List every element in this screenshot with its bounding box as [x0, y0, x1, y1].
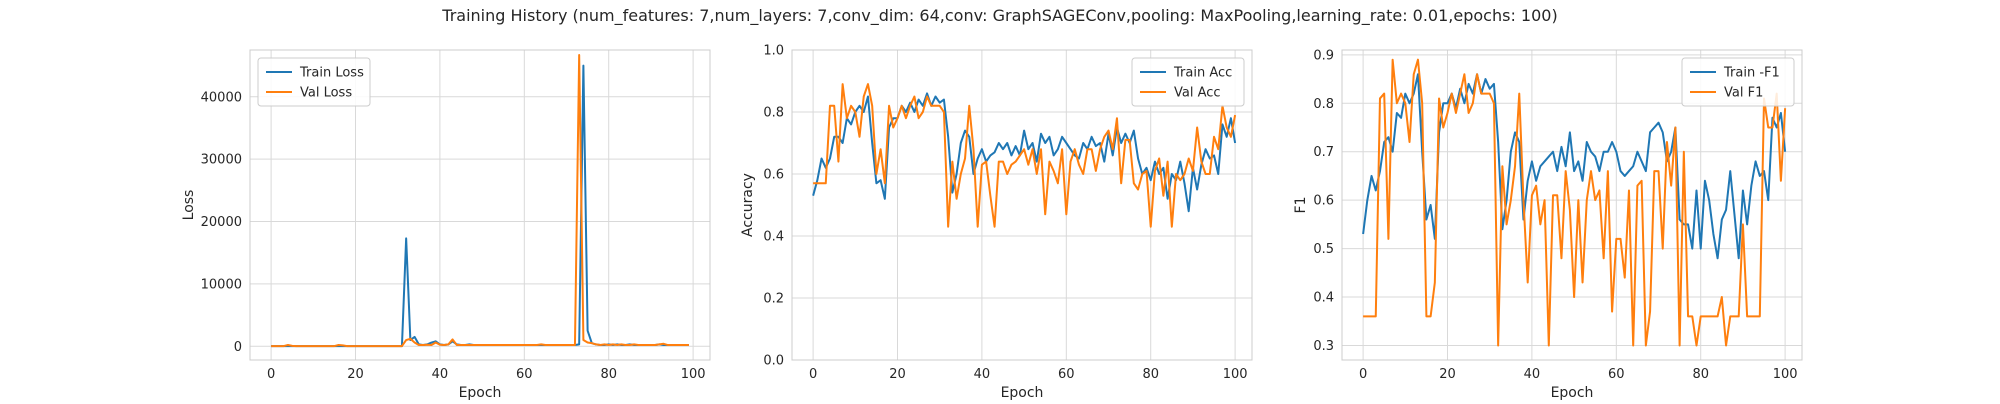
x-tick-label: 60: [1608, 367, 1625, 382]
x-tick-label: 40: [1524, 367, 1541, 382]
y-tick-label: 0.8: [763, 106, 784, 121]
y-tick-label: 0.9: [1313, 48, 1334, 63]
x-tick-label: 0: [267, 367, 275, 382]
x-tick-label: 40: [432, 367, 449, 382]
figure-title: Training History (num_features: 7,num_la…: [441, 6, 1557, 26]
y-tick-label: 0: [234, 340, 242, 355]
x-tick-label: 100: [681, 367, 706, 382]
x-tick-label: 0: [809, 367, 817, 382]
axes-frame: [1341, 49, 1803, 361]
x-tick-label: 40: [974, 367, 991, 382]
legend-box: [1681, 57, 1795, 107]
y-tick-label: 0.4: [763, 230, 784, 245]
x-tick-label: 20: [347, 367, 364, 382]
y-tick-label: 0.6: [1313, 194, 1334, 209]
y-tick-label: 0.0: [763, 354, 784, 369]
y-tick-label: 0.4: [1313, 291, 1334, 306]
y-tick-label: 0.8: [1313, 97, 1334, 112]
series-line-val: [813, 83, 1237, 228]
y-tick-label: 0.5: [1313, 242, 1334, 257]
x-tick-label: 0: [1359, 367, 1367, 382]
y-tick-label: 0.7: [1313, 145, 1334, 160]
y-tick-label: 30000: [201, 153, 242, 168]
legend-box: [1131, 57, 1245, 107]
y-tick-label: 10000: [201, 277, 242, 292]
legend: Train Loss Val Loss: [257, 57, 371, 107]
legend-label: Train Acc: [1173, 66, 1232, 81]
x-tick-label: 80: [1692, 367, 1709, 382]
y-axis-label: Accuracy: [740, 173, 756, 237]
y-tick-label: 0.6: [763, 168, 784, 183]
x-tick-label: 80: [1142, 367, 1159, 382]
legend-label: Val Acc: [1174, 86, 1221, 101]
y-axis-label: F1: [1293, 197, 1309, 214]
legend: Train Acc Val Acc: [1131, 57, 1245, 107]
x-tick-label: 100: [1223, 367, 1248, 382]
legend: Train -F1 Val F1: [1681, 57, 1795, 107]
y-tick-label: 0.2: [763, 292, 784, 307]
chart-panel-3: 0 20 40 60 80 100 0.3 0.4 0.5 0.6 0.7 0.8 0.9 Epoch F1…: [1293, 48, 1803, 401]
series-line-val: [1363, 58, 1787, 347]
legend-label: Val Loss: [300, 86, 352, 101]
y-tick-label: 1.0: [763, 44, 784, 59]
axes-frame: [249, 49, 711, 361]
x-axis-label: Epoch: [1001, 385, 1044, 400]
legend-label: Train Loss: [299, 66, 364, 81]
y-tick-label: 20000: [201, 215, 242, 230]
x-axis-label: Epoch: [459, 385, 502, 400]
y-axis-label: Loss: [181, 190, 197, 221]
x-tick-label: 60: [516, 367, 533, 382]
x-tick-label: 20: [889, 367, 906, 382]
legend-label: Train -F1: [1723, 66, 1780, 81]
chart-panel-2: 0 20 40 60 80 100 0.0 0.2 0.4 0.6 0.8 1.0 Epoch Accur…: [740, 44, 1253, 401]
legend-label: Val F1: [1724, 86, 1763, 101]
legend-box: [257, 57, 371, 107]
x-tick-label: 20: [1439, 367, 1456, 382]
y-tick-label: 40000: [201, 90, 242, 105]
series-line-train: [1362, 73, 1787, 260]
x-axis-label: Epoch: [1551, 385, 1594, 400]
y-tick-label: 0.3: [1313, 339, 1334, 354]
x-tick-label: 80: [600, 367, 617, 382]
x-tick-label: 60: [1058, 367, 1075, 382]
series-line-val: [271, 53, 689, 348]
chart-panel-1: 0 20 40 60 80 100 0 10000 20000 30000 40000 Epoch Lo…: [181, 49, 711, 401]
x-tick-label: 100: [1773, 367, 1798, 382]
axes-frame: [791, 49, 1253, 361]
